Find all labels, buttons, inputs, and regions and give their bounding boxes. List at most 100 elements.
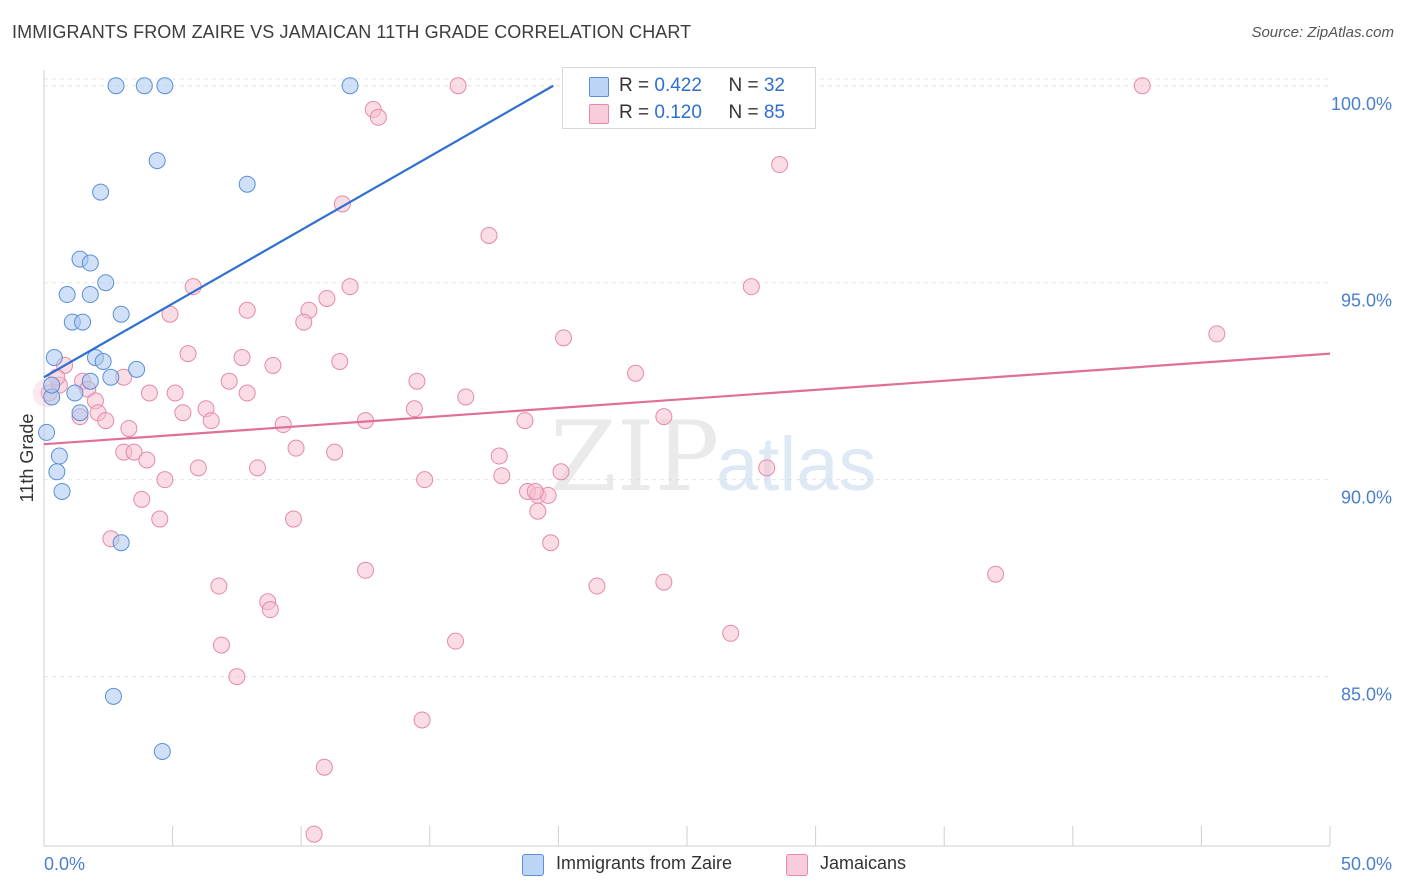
jamaican-point — [987, 565, 1005, 583]
jamaican-point — [771, 156, 789, 174]
watermark: ZIP atlas — [550, 401, 877, 513]
legend-r-label: R = — [619, 75, 655, 96]
zaire-point — [45, 349, 63, 367]
chart-title: IMMIGRANTS FROM ZAIRE VS JAMAICAN 11TH G… — [12, 22, 692, 42]
jamaican-point — [133, 490, 151, 508]
jamaican-trend-line — [43, 352, 1331, 446]
zaire-point — [92, 183, 110, 201]
jamaican-point — [655, 573, 673, 591]
bottom-legend-swatch-jamaicans — [786, 854, 808, 876]
jamaican-point — [315, 758, 333, 776]
x-tick-label-min: 0.0% — [44, 854, 85, 874]
zaire-point — [66, 384, 84, 402]
jamaican-point — [228, 668, 246, 686]
legend-swatch-jamaicans — [589, 104, 609, 124]
jamaican-point — [1208, 325, 1226, 343]
legend-swatch-zaire — [589, 77, 609, 97]
jamaican-point — [758, 459, 776, 477]
jamaican-point — [1133, 77, 1151, 95]
jamaican-point — [212, 636, 230, 654]
tick-labels: 85.0% 90.0% 95.0% 100.0% 0.0% 50.0% — [44, 94, 1392, 874]
zaire-point — [94, 352, 112, 370]
zaire-point — [50, 447, 68, 465]
zaire-point — [341, 77, 359, 95]
watermark-zip: ZIP — [550, 401, 719, 513]
jamaican-point — [287, 439, 305, 457]
legend-n-value: 32 — [763, 75, 785, 96]
x-tick-label-max: 50.0% — [1341, 854, 1392, 874]
jamaican-point — [179, 345, 197, 363]
stats-legend: R = 0.422 N = 32 R = 0.120 N = 85 — [562, 67, 816, 129]
jamaican-point — [189, 459, 207, 477]
zaire-point — [153, 742, 171, 760]
jamaican-point — [120, 419, 138, 437]
jamaican-point — [555, 329, 573, 347]
jamaican-point — [405, 400, 423, 418]
series-zaire-points — [38, 77, 359, 760]
zaire-point — [58, 286, 76, 304]
jamaican-point — [274, 416, 292, 434]
y-tick-label: 100.0% — [1331, 94, 1392, 114]
zaire-point — [43, 376, 61, 394]
y-tick-label: 95.0% — [1341, 291, 1392, 311]
jamaican-point — [627, 364, 645, 382]
jamaican-point — [174, 404, 192, 422]
jamaican-point — [357, 561, 374, 579]
jamaican-point — [529, 502, 547, 520]
legend-n-label: N = — [728, 102, 764, 123]
jamaican-point — [722, 624, 740, 642]
jamaican-point — [305, 825, 323, 843]
series-jamaicans-points — [32, 77, 1226, 843]
source-label: Source: ZipAtlas.com — [1251, 24, 1394, 41]
jamaican-point — [516, 412, 534, 430]
legend-n-label: N = — [728, 75, 764, 96]
zaire-point — [135, 77, 153, 95]
zaire-point — [104, 687, 122, 705]
zaire-point — [112, 305, 130, 323]
zaire-point — [112, 534, 130, 552]
zaire-point — [102, 368, 120, 386]
jamaican-point — [284, 510, 302, 528]
jamaican-point — [151, 510, 169, 528]
zaire-point — [238, 175, 256, 193]
zaire-point — [38, 423, 56, 441]
jamaican-point — [138, 451, 156, 469]
y-axis-label: 11th Grade — [17, 414, 37, 503]
y-tick-label: 85.0% — [1341, 685, 1392, 705]
jamaican-point — [97, 412, 115, 430]
legend-r-value: 0.422 — [654, 75, 702, 96]
jamaican-point — [447, 632, 465, 650]
jamaican-point — [210, 577, 228, 595]
y-tick-label: 90.0% — [1341, 488, 1392, 508]
zaire-point — [74, 313, 92, 331]
jamaican-point — [369, 108, 387, 126]
zaire-point — [53, 482, 71, 500]
jamaican-point — [493, 467, 511, 485]
zaire-point — [148, 152, 166, 170]
jamaican-point — [416, 471, 434, 489]
jamaican-point — [202, 412, 220, 430]
legend-r-label: R = — [619, 102, 655, 123]
jamaican-point — [156, 471, 174, 489]
watermark-atlas: atlas — [716, 422, 877, 507]
jamaican-point — [166, 384, 184, 402]
jamaican-point — [449, 77, 467, 95]
zaire-trend-line — [43, 84, 554, 379]
zaire-point — [71, 404, 89, 422]
zaire-point — [81, 254, 99, 272]
jamaican-point — [140, 384, 158, 402]
zaire-point — [81, 372, 99, 390]
axes — [43, 70, 1331, 847]
jamaican-point — [655, 408, 673, 426]
jamaican-point — [490, 447, 508, 465]
jamaican-point — [326, 443, 344, 461]
zaire-point — [48, 463, 66, 481]
jamaican-point — [331, 352, 349, 370]
zaire-point — [156, 77, 174, 95]
jamaican-point — [220, 372, 238, 390]
jamaican-point — [238, 384, 256, 402]
jamaican-point — [526, 482, 544, 500]
zaire-point — [97, 274, 115, 292]
jamaican-point — [233, 349, 251, 367]
